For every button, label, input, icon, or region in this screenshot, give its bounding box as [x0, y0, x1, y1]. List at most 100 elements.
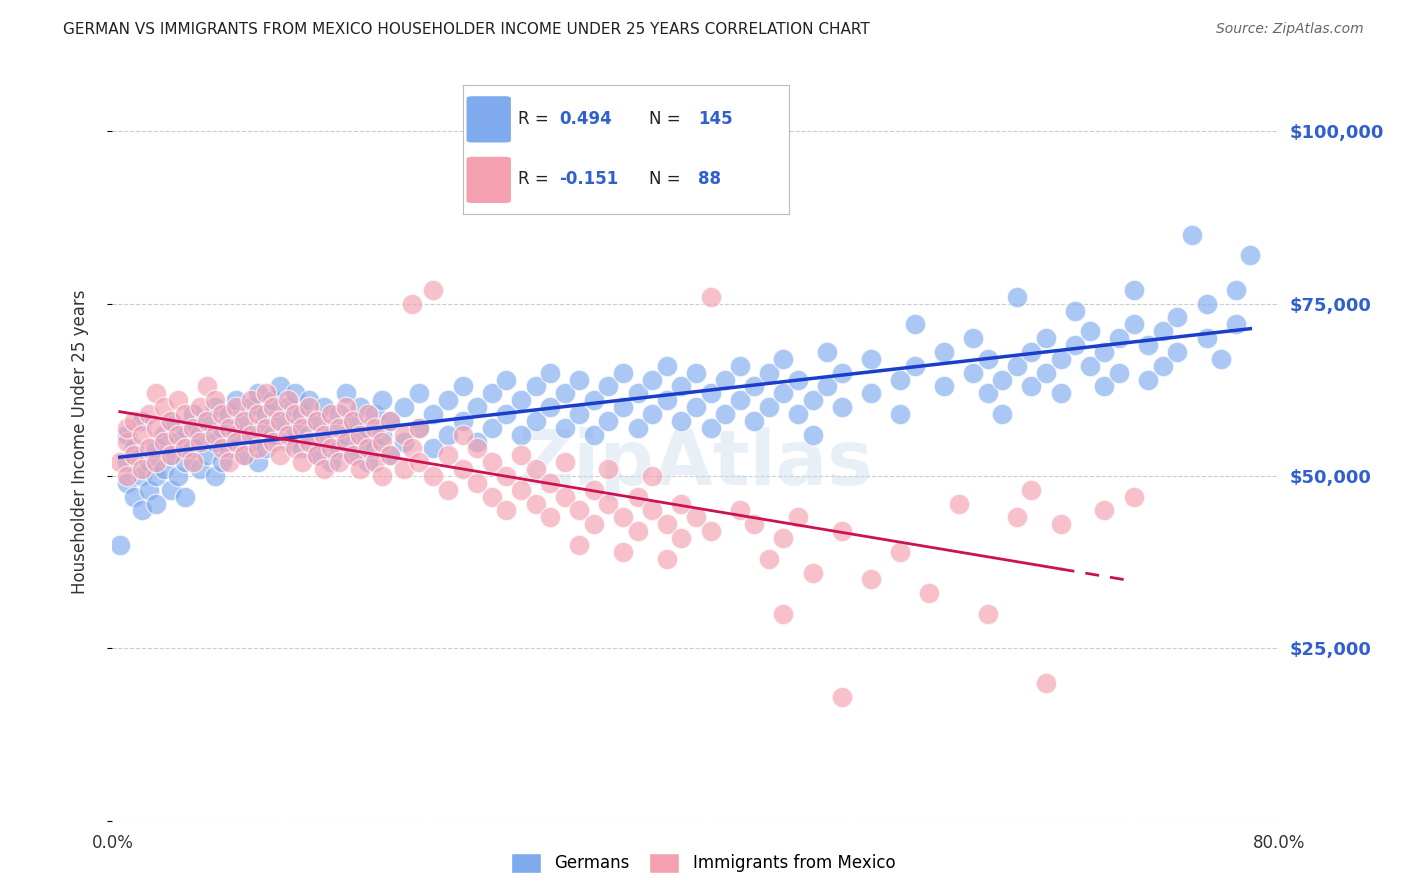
- Point: [860, 573, 883, 587]
- Point: [831, 366, 853, 380]
- Point: [262, 427, 284, 442]
- Point: [495, 503, 517, 517]
- Point: [276, 400, 298, 414]
- Point: [160, 414, 183, 428]
- Point: [298, 427, 321, 442]
- Point: [349, 462, 371, 476]
- Point: [284, 442, 307, 456]
- Point: [1078, 359, 1101, 373]
- Point: [699, 524, 721, 538]
- Point: [742, 379, 765, 393]
- Point: [152, 427, 174, 442]
- Point: [422, 469, 444, 483]
- Point: [641, 503, 664, 517]
- Point: [218, 407, 240, 421]
- Point: [204, 469, 226, 483]
- Point: [305, 414, 328, 428]
- Point: [627, 524, 650, 538]
- Point: [582, 393, 605, 408]
- Point: [641, 469, 664, 483]
- Point: [181, 442, 204, 456]
- Point: [240, 393, 263, 408]
- Point: [728, 503, 751, 517]
- Point: [269, 448, 291, 462]
- Point: [699, 421, 721, 435]
- Point: [204, 400, 226, 414]
- Point: [167, 469, 190, 483]
- Point: [451, 414, 474, 428]
- Point: [262, 393, 284, 408]
- Point: [247, 386, 270, 401]
- Point: [364, 455, 387, 469]
- Point: [364, 421, 387, 435]
- Point: [167, 434, 190, 449]
- Point: [437, 427, 460, 442]
- Point: [357, 421, 380, 435]
- Point: [269, 414, 291, 428]
- Point: [138, 442, 160, 456]
- Y-axis label: Householder Income Under 25 years: Householder Income Under 25 years: [70, 289, 89, 594]
- Point: [801, 427, 824, 442]
- Point: [335, 386, 357, 401]
- Point: [889, 545, 911, 559]
- Point: [254, 421, 277, 435]
- Point: [1122, 283, 1144, 297]
- Point: [335, 427, 357, 442]
- Point: [378, 414, 401, 428]
- Point: [554, 421, 576, 435]
- Point: [1035, 331, 1057, 345]
- Point: [1049, 386, 1071, 401]
- Point: [328, 407, 350, 421]
- Point: [349, 400, 371, 414]
- Point: [188, 434, 211, 449]
- Point: [240, 427, 263, 442]
- Point: [328, 455, 350, 469]
- Point: [305, 414, 328, 428]
- Point: [685, 400, 707, 414]
- Point: [115, 475, 138, 490]
- Point: [1225, 283, 1247, 297]
- Point: [612, 545, 634, 559]
- Point: [1064, 303, 1087, 318]
- Point: [371, 427, 394, 442]
- Point: [145, 386, 167, 401]
- Point: [254, 407, 277, 421]
- Point: [328, 421, 350, 435]
- Point: [371, 434, 394, 449]
- Point: [181, 407, 204, 421]
- Point: [211, 442, 233, 456]
- Point: [1094, 345, 1116, 359]
- Point: [655, 393, 678, 408]
- Point: [991, 372, 1014, 386]
- Point: [568, 503, 591, 517]
- Point: [509, 393, 531, 408]
- Point: [342, 414, 364, 428]
- Point: [174, 407, 197, 421]
- Point: [408, 421, 430, 435]
- Point: [509, 427, 531, 442]
- Point: [401, 296, 423, 310]
- Point: [174, 442, 197, 456]
- Point: [131, 462, 153, 476]
- Point: [758, 366, 780, 380]
- Point: [298, 393, 321, 408]
- Point: [321, 442, 343, 456]
- Point: [342, 448, 364, 462]
- Point: [138, 407, 160, 421]
- Point: [328, 442, 350, 456]
- Point: [378, 448, 401, 462]
- Point: [152, 400, 174, 414]
- Point: [524, 379, 547, 393]
- Point: [1049, 351, 1071, 366]
- Point: [312, 434, 335, 449]
- Point: [188, 400, 211, 414]
- Point: [815, 379, 838, 393]
- Point: [465, 475, 488, 490]
- Point: [349, 427, 371, 442]
- Point: [371, 469, 394, 483]
- Point: [124, 414, 146, 428]
- Point: [349, 434, 371, 449]
- Point: [1137, 338, 1160, 352]
- Point: [276, 427, 298, 442]
- Point: [247, 455, 270, 469]
